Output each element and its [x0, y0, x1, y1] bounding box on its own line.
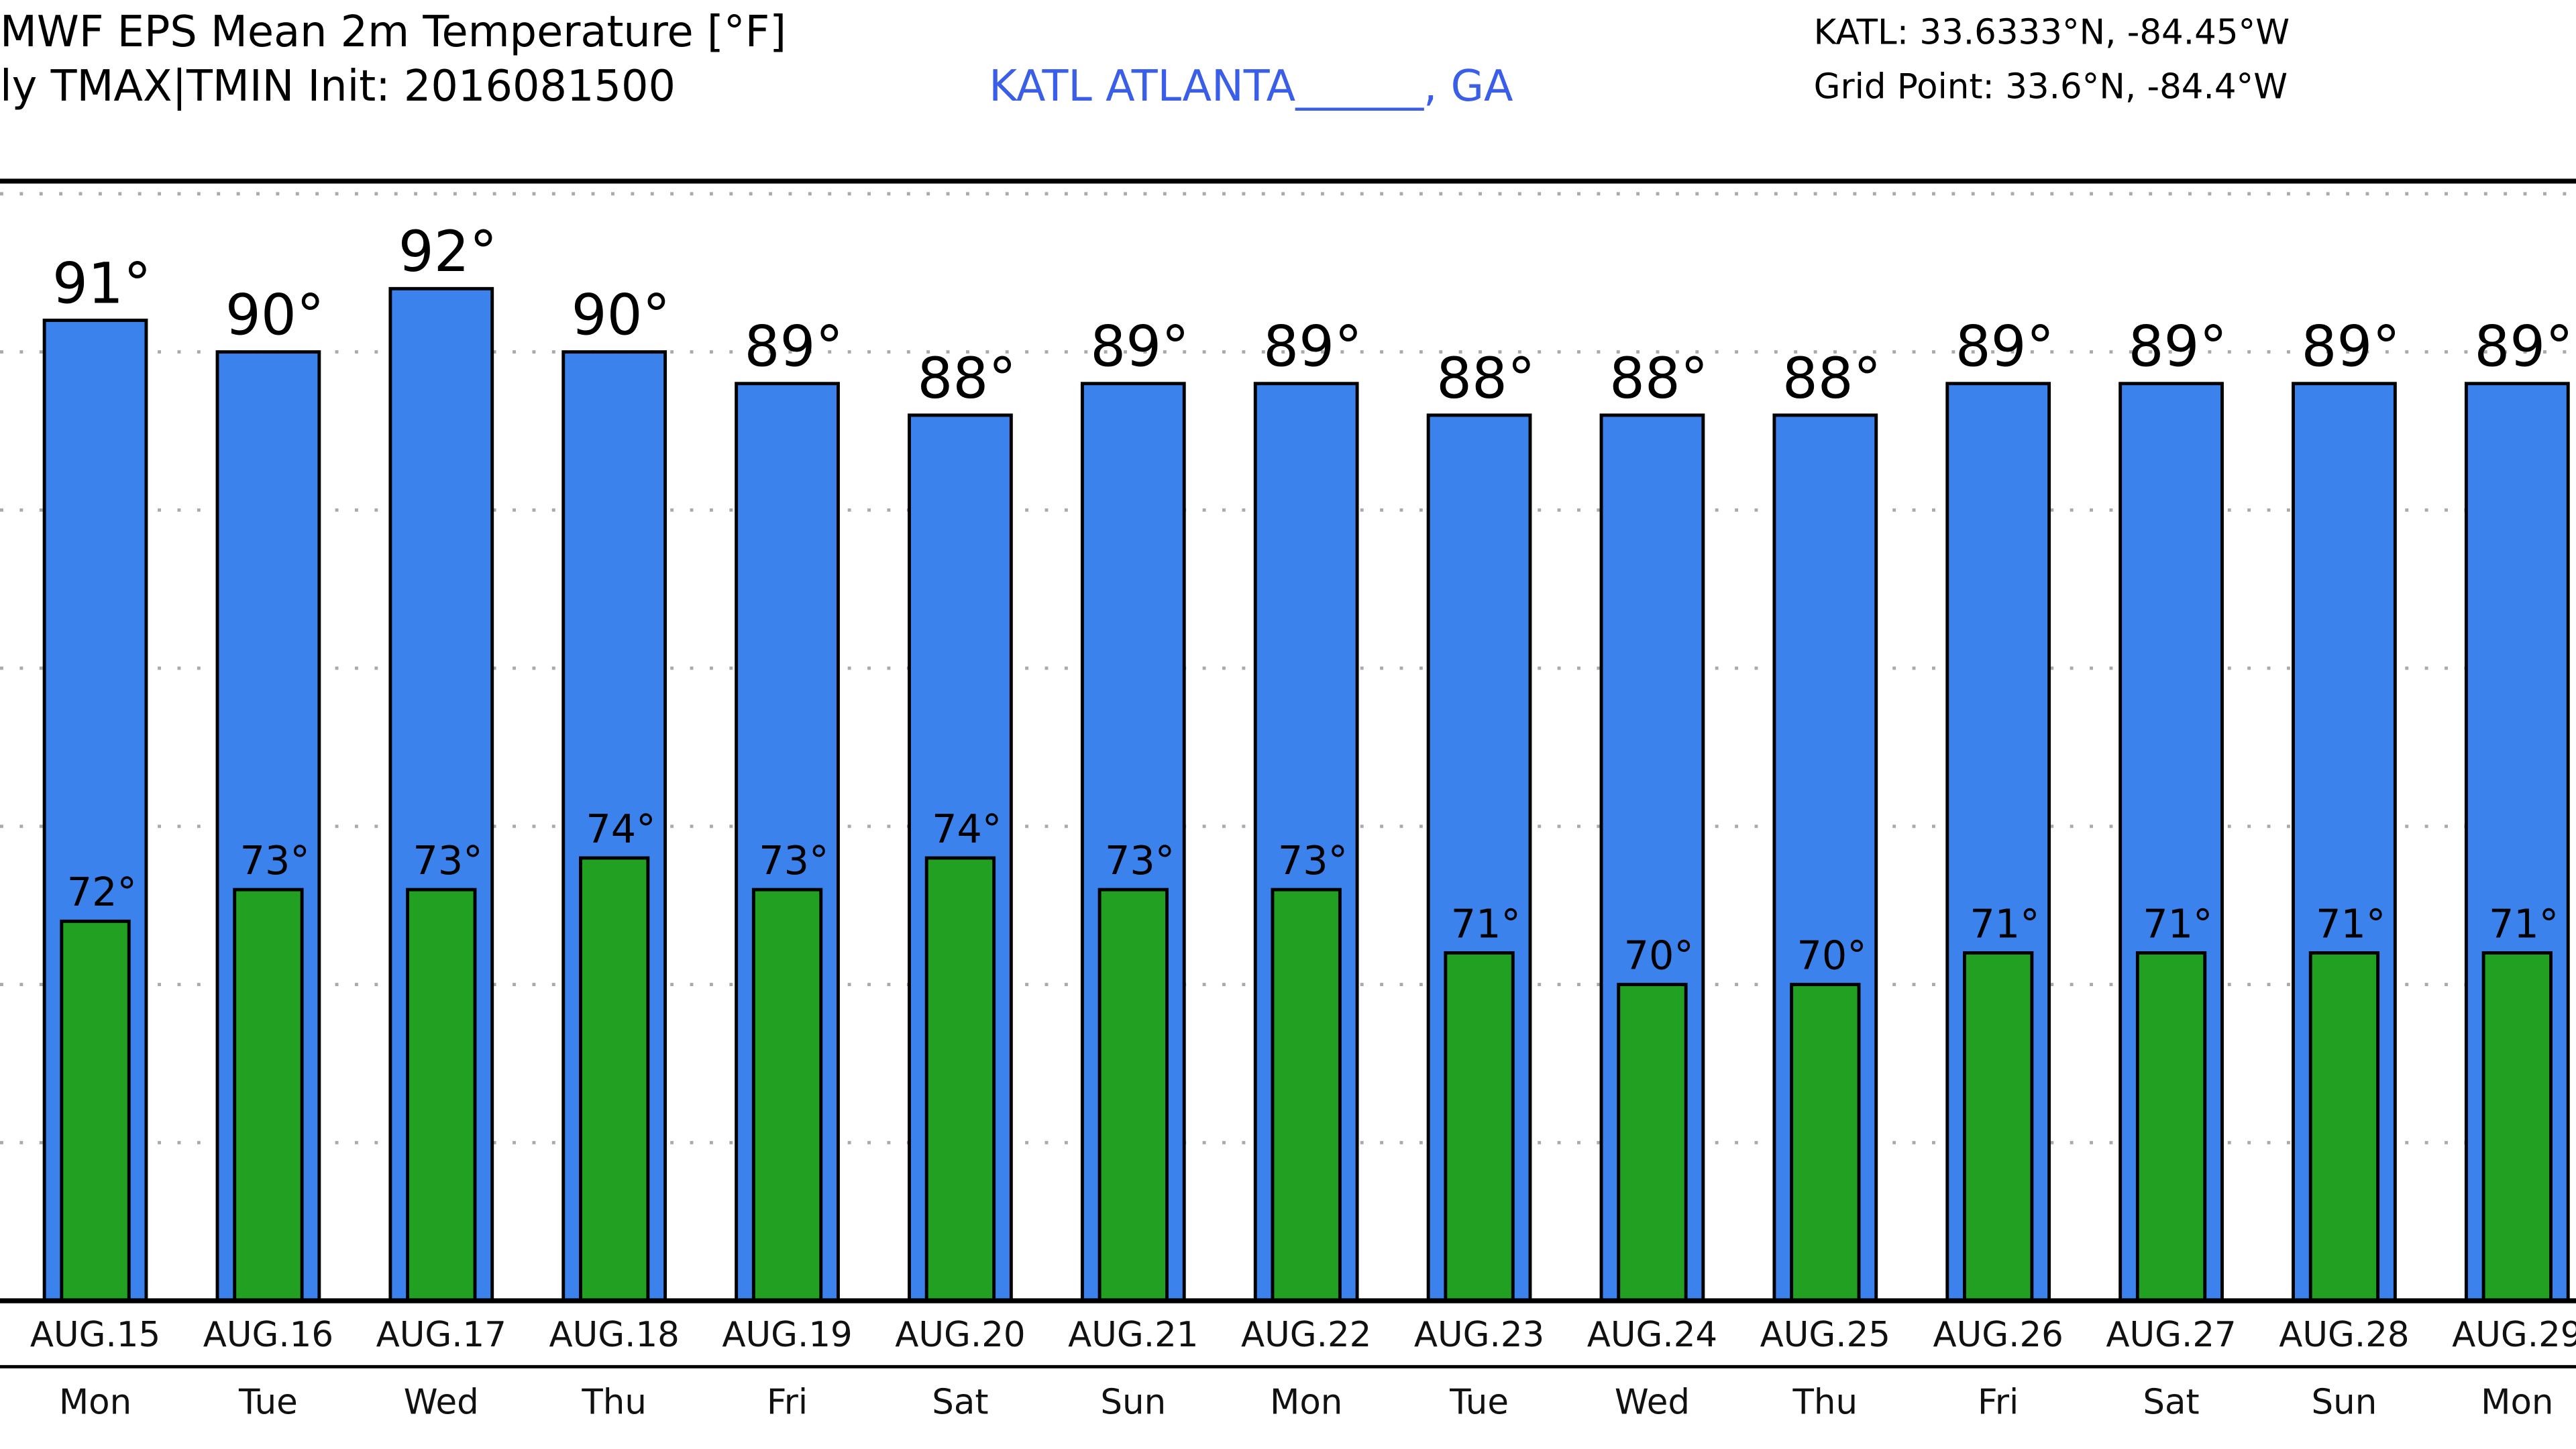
value-label: 89° — [1955, 315, 2055, 380]
min-bar — [1444, 951, 1515, 1303]
value-label: 88° — [1782, 346, 1882, 411]
value-label: 89° — [1263, 315, 1362, 380]
station-coordinates: KATL: 33.6333°N, -84.45°W — [1814, 13, 2290, 53]
min-bar — [579, 856, 650, 1303]
x-tick-label: AUG.27 — [2106, 1315, 2236, 1355]
min-bar — [2135, 951, 2207, 1303]
chart-subtitle: ly TMAX|TMIN Init: 2016081500 — [0, 62, 676, 111]
x-tick-label: AUG.21 — [1068, 1315, 1198, 1355]
value-label: 71° — [2316, 900, 2385, 947]
min-bar — [1271, 888, 1342, 1303]
weekday-label: Wed — [1615, 1383, 1690, 1423]
min-bar — [2481, 951, 2553, 1303]
min-bar — [751, 888, 823, 1303]
x-tick-label: AUG.22 — [1241, 1315, 1371, 1355]
value-label: 89° — [2474, 315, 2573, 380]
value-label: 91° — [52, 251, 152, 316]
value-label: 88° — [917, 346, 1016, 411]
value-label: 89° — [2129, 315, 2228, 380]
x-tick-label: AUG.18 — [549, 1315, 679, 1355]
x-tick-label: AUG.25 — [1760, 1315, 1890, 1355]
weekday-label: Thu — [1792, 1383, 1858, 1423]
min-bar — [1790, 983, 1861, 1303]
value-label: 71° — [2143, 900, 2212, 947]
weekday-label: Mon — [1270, 1383, 1342, 1423]
value-label: 73° — [1105, 837, 1175, 883]
value-label: 88° — [1436, 346, 1536, 411]
min-bar — [233, 888, 304, 1303]
value-label: 70° — [1797, 932, 1867, 978]
min-bar — [60, 919, 131, 1303]
weekday-label: Sat — [932, 1383, 988, 1423]
chart-title: MWF EPS Mean 2m Temperature [°F] — [0, 7, 786, 57]
value-label: 73° — [759, 837, 828, 883]
weekday-label: Tue — [238, 1383, 298, 1423]
min-bar — [1097, 888, 1169, 1303]
x-tick-label: AUG.16 — [203, 1315, 333, 1355]
value-label: 89° — [2301, 315, 2400, 380]
value-label: 89° — [745, 315, 844, 380]
weekday-label: Mon — [2481, 1383, 2553, 1423]
value-label: 71° — [1451, 900, 1521, 947]
value-label: 92° — [398, 219, 498, 284]
x-tick-label: AUG.17 — [376, 1315, 506, 1355]
x-tick-label: AUG.29 — [2452, 1315, 2576, 1355]
weekday-label: Thu — [581, 1383, 647, 1423]
x-tick-label: AUG.20 — [895, 1315, 1025, 1355]
x-tick-label: AUG.23 — [1414, 1315, 1544, 1355]
value-label: 71° — [2489, 900, 2559, 947]
x-tick-label: AUG.24 — [1587, 1315, 1717, 1355]
value-label: 71° — [1970, 900, 2039, 947]
min-bar — [1963, 951, 2034, 1303]
value-label: 90° — [572, 282, 671, 347]
weekday-label: Sun — [2312, 1383, 2377, 1423]
value-label: 73° — [240, 837, 310, 883]
location: KATL ATLANTA______, GA — [989, 62, 1513, 111]
x-tick-label: AUG.26 — [1933, 1315, 2063, 1355]
weekday-label: Tue — [1449, 1383, 1509, 1423]
value-label: 70° — [1624, 932, 1694, 978]
x-tick-label: AUG.15 — [30, 1315, 160, 1355]
weekday-label: Sun — [1100, 1383, 1166, 1423]
value-label: 88° — [1609, 346, 1709, 411]
weekday-label: Fri — [767, 1383, 808, 1423]
value-label: 74° — [586, 806, 655, 852]
value-label: 73° — [413, 837, 483, 883]
min-bar — [924, 856, 996, 1303]
weekday-label: Sat — [2143, 1383, 2199, 1423]
value-label: 72° — [67, 869, 137, 915]
min-bar — [2308, 951, 2380, 1303]
weekday-label: Mon — [59, 1383, 131, 1423]
grid-coordinates: Grid Point: 33.6°N, -84.4°W — [1814, 67, 2288, 107]
weekday-label: Wed — [404, 1383, 479, 1423]
x-tick-label: AUG.19 — [722, 1315, 852, 1355]
min-bar — [406, 888, 477, 1303]
weekday-label: Fri — [1978, 1383, 2019, 1423]
value-label: 89° — [1090, 315, 1189, 380]
value-label: 73° — [1278, 837, 1348, 883]
min-bar — [1617, 983, 1688, 1303]
value-label: 90° — [225, 282, 325, 347]
x-tick-label: AUG.28 — [2279, 1315, 2409, 1355]
value-label: 74° — [932, 806, 1002, 852]
